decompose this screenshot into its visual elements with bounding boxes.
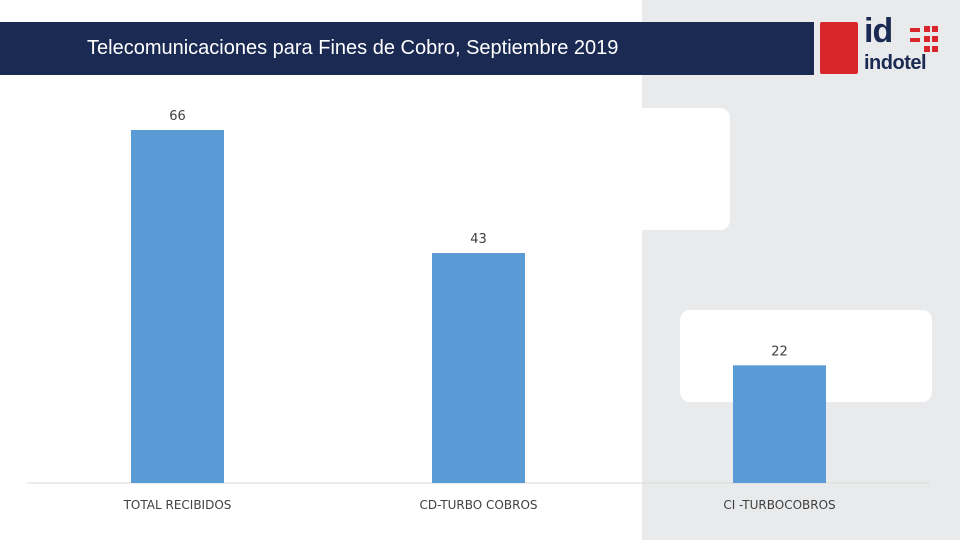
background-card (612, 108, 730, 230)
category-label: CD-TURBO COBROS (419, 498, 537, 512)
indotel-logo: id indotel (818, 12, 944, 78)
page-title: Telecomunicaciones para Fines de Cobro, … (87, 37, 619, 59)
logo-mark: id (864, 12, 893, 50)
data-label: 22 (771, 344, 788, 359)
data-label: 66 (169, 109, 186, 124)
data-label: 43 (470, 232, 487, 247)
logo-wordmark: indotel (864, 52, 927, 74)
logo-red-block (820, 22, 858, 74)
bar (131, 130, 224, 483)
category-label: CI -TURBOCOBROS (723, 498, 835, 512)
category-label: TOTAL RECIBIDOS (123, 498, 232, 512)
logo-dots-icon (910, 26, 940, 52)
title-bar: Telecomunicaciones para Fines de Cobro, … (0, 22, 814, 75)
bar (432, 253, 525, 483)
bar (733, 365, 826, 483)
